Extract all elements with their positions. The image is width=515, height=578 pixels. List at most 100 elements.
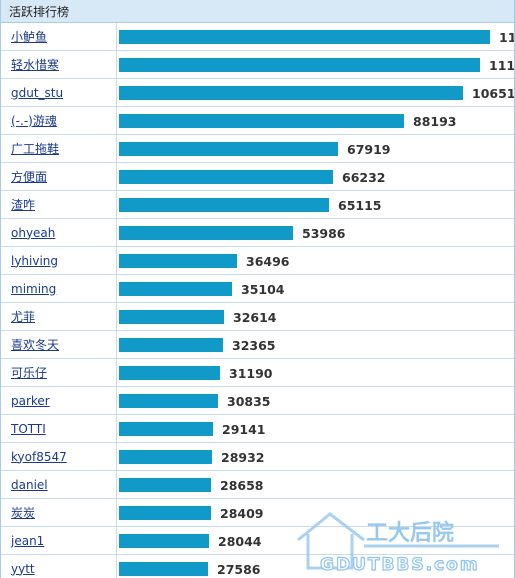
ranking-bar-cell: 28409 <box>118 499 514 526</box>
user-link[interactable]: gdut_stu <box>11 85 64 100</box>
activity-bar <box>119 394 218 408</box>
ranking-row: ohyeah 53986 <box>1 219 514 247</box>
ranking-row: (-.-)游魂 88193 <box>1 107 514 135</box>
ranking-row: 小鲈鱼 11 <box>1 23 514 51</box>
activity-value: 67919 <box>347 142 391 157</box>
ranking-bar-cell: 88193 <box>118 107 514 134</box>
ranking-row: miming 35104 <box>1 275 514 303</box>
activity-bar <box>119 478 211 492</box>
ranking-bar-cell: 30835 <box>118 387 514 414</box>
ranking-name-cell: daniel <box>1 471 117 498</box>
ranking-name-cell: 可乐仔 <box>1 359 117 386</box>
activity-bar <box>119 170 333 184</box>
ranking-name-cell: 喜欢冬天 <box>1 331 117 358</box>
user-link[interactable]: 渣咋 <box>11 198 36 212</box>
ranking-name-cell: jean1 <box>1 527 117 554</box>
ranking-bar-cell: 35104 <box>118 275 514 302</box>
ranking-row: kyof8547 28932 <box>1 443 514 471</box>
ranking-row: 轻水惜寒 1111 <box>1 51 515 79</box>
ranking-row: yytt 27586 <box>1 555 514 578</box>
user-link[interactable]: 广工拖鞋 <box>11 142 60 156</box>
ranking-bar-cell: 66232 <box>118 163 514 190</box>
activity-value: 36496 <box>246 254 290 269</box>
user-link[interactable]: jean1 <box>11 533 45 548</box>
ranking-name-cell: (-.-)游魂 <box>1 107 117 134</box>
activity-bar <box>119 254 237 268</box>
user-link[interactable]: lyhiving <box>11 253 59 268</box>
activity-value: 1111 <box>489 58 515 73</box>
activity-bar <box>119 282 232 296</box>
activity-value: 10651 <box>472 86 515 101</box>
ranking-row: 可乐仔 31190 <box>1 359 514 387</box>
ranking-bar-cell: 32614 <box>118 303 514 330</box>
user-link[interactable]: daniel <box>11 477 48 492</box>
activity-value: 35104 <box>241 282 285 297</box>
activity-bar <box>119 562 208 576</box>
ranking-row: 尤菲 32614 <box>1 303 514 331</box>
activity-bar <box>119 534 209 548</box>
activity-value: 28409 <box>220 506 264 521</box>
user-link[interactable]: miming <box>11 281 57 296</box>
ranking-name-cell: 渣咋 <box>1 191 117 218</box>
activity-bar <box>119 114 404 128</box>
activity-value: 31190 <box>229 366 273 381</box>
user-link[interactable]: TOTTI <box>11 421 46 436</box>
ranking-bar-cell: 31190 <box>118 359 514 386</box>
ranking-row: 炭炭 28409 <box>1 499 514 527</box>
ranking-name-cell: 小鲈鱼 <box>1 23 117 50</box>
activity-value: 30835 <box>227 394 271 409</box>
ranking-name-cell: 炭炭 <box>1 499 117 526</box>
ranking-name-cell: 方便面 <box>1 163 117 190</box>
ranking-bar-cell: 27586 <box>118 555 514 578</box>
ranking-row: TOTTI 29141 <box>1 415 514 443</box>
ranking-row: 广工拖鞋 67919 <box>1 135 514 163</box>
ranking-row: daniel 28658 <box>1 471 514 499</box>
ranking-name-cell: 轻水惜寒 <box>1 51 117 78</box>
activity-bar <box>119 338 223 352</box>
activity-bar <box>119 198 329 212</box>
user-link[interactable]: ohyeah <box>11 225 56 240</box>
user-link[interactable]: 方便面 <box>11 170 48 184</box>
user-link[interactable]: 可乐仔 <box>11 366 48 380</box>
activity-bar <box>119 58 480 72</box>
ranking-row: 方便面 66232 <box>1 163 514 191</box>
user-link[interactable]: parker <box>11 393 50 408</box>
ranking-row: gdut_stu 10651 <box>1 79 515 107</box>
activity-bar <box>119 226 293 240</box>
activity-bar <box>119 450 212 464</box>
ranking-name-cell: miming <box>1 275 117 302</box>
user-link[interactable]: yytt <box>11 561 35 576</box>
user-link[interactable]: 炭炭 <box>11 506 36 520</box>
ranking-bar-cell: 28932 <box>118 443 514 470</box>
user-link[interactable]: kyof8547 <box>11 449 67 464</box>
user-link[interactable]: 喜欢冬天 <box>11 338 60 352</box>
user-link[interactable]: 轻水惜寒 <box>11 58 60 72</box>
ranking-row: parker 30835 <box>1 387 514 415</box>
ranking-row: 喜欢冬天 32365 <box>1 331 514 359</box>
ranking-bar-cell: 53986 <box>118 219 514 246</box>
ranking-bar-cell: 65115 <box>118 191 514 218</box>
activity-value: 53986 <box>302 226 346 241</box>
activity-bar <box>119 86 463 100</box>
ranking-row: 渣咋 65115 <box>1 191 514 219</box>
ranking-row: jean1 28044 <box>1 527 514 555</box>
ranking-name-cell: ohyeah <box>1 219 117 246</box>
ranking-table: 小鲈鱼 11 轻水惜寒 1111 gdut_stu 10651 (-.-)游魂 88193 广工… <box>1 23 515 578</box>
activity-value: 66232 <box>342 170 386 185</box>
activity-bar <box>119 506 211 520</box>
activity-bar <box>119 310 224 324</box>
ranking-bar-cell: 1111 <box>118 51 515 78</box>
ranking-bar-cell: 11 <box>118 23 514 50</box>
user-link[interactable]: 尤菲 <box>11 310 36 324</box>
activity-value: 27586 <box>217 562 261 577</box>
ranking-name-cell: 尤菲 <box>1 303 117 330</box>
ranking-bar-cell: 36496 <box>118 247 514 274</box>
user-link[interactable]: 小鲈鱼 <box>11 30 48 44</box>
ranking-bar-cell: 28044 <box>118 527 514 554</box>
panel-title-bar: 活跃排行榜 <box>1 0 514 23</box>
activity-bar <box>119 422 213 436</box>
user-link[interactable]: (-.-)游魂 <box>11 114 57 128</box>
activity-value: 28932 <box>221 450 265 465</box>
panel-title: 活跃排行榜 <box>9 4 70 19</box>
ranking-bar-cell: 10651 <box>118 79 515 106</box>
